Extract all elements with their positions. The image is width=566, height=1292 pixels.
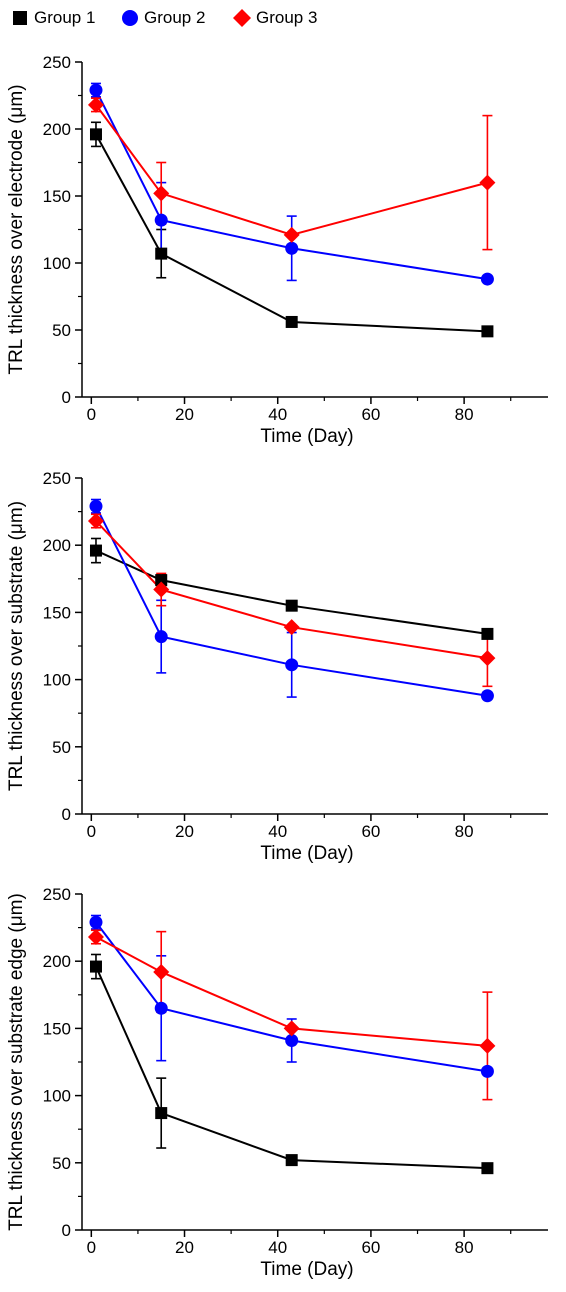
x-axis-label: Time (Day): [260, 426, 353, 447]
y-tick-label: 100: [43, 254, 71, 273]
chart-panel-3: 0 50 100 150 200 250 0 20 40 60 80 Time (Day) TRL th…: [6, 885, 548, 1280]
diamond-marker-icon: [233, 9, 251, 27]
y-tick-label: 150: [43, 603, 71, 622]
chart-panel-1: 0 50 100 150 200 250 0 20 40 60 80 Time (Day) TRL th…: [6, 53, 548, 447]
data-point-diamond: [87, 513, 104, 530]
data-point-circle: [89, 915, 103, 929]
data-point-square: [89, 960, 102, 973]
y-tick-label: 0: [62, 805, 71, 824]
series-line: [95, 505, 488, 697]
y-tick-label: 0: [62, 388, 71, 407]
series-line: [95, 549, 488, 635]
data-point-diamond: [87, 96, 104, 113]
data-point-diamond: [479, 174, 496, 191]
x-axis-label: Time (Day): [260, 843, 353, 864]
data-point-square: [481, 627, 494, 640]
y-tick-label: 250: [43, 469, 71, 488]
data-point-circle: [285, 241, 299, 255]
data-point-circle: [154, 630, 168, 644]
data-point-square: [155, 1107, 168, 1120]
x-tick-label: 40: [268, 405, 287, 424]
data-point-square: [155, 247, 168, 260]
data-point-diamond: [283, 1020, 300, 1037]
y-axis-label: TRL thickness over electrode (μm): [6, 84, 27, 374]
data-point-square: [89, 128, 102, 141]
legend-label: Group 1: [34, 8, 96, 27]
y-tick-label: 50: [52, 321, 71, 340]
data-point-square: [481, 1162, 494, 1175]
y-axis-label: TRL thickness over substrate (μm): [6, 501, 27, 791]
x-tick-label: 40: [268, 822, 287, 841]
y-tick-label: 200: [43, 120, 71, 139]
y-tick-label: 200: [43, 952, 71, 971]
series-line: [95, 89, 488, 281]
series-line: [95, 936, 488, 1047]
data-point-circle: [89, 499, 103, 513]
x-tick-label: 20: [175, 405, 194, 424]
data-point-circle: [285, 658, 299, 672]
circle-marker-icon: [122, 10, 138, 26]
data-point-circle: [480, 689, 494, 703]
data-point-square: [285, 1154, 298, 1167]
x-tick-label: 80: [455, 1238, 474, 1257]
series-line: [95, 520, 488, 660]
legend-item-group-3: Group 3: [232, 6, 317, 30]
data-point-diamond: [153, 963, 170, 980]
data-point-diamond: [153, 185, 170, 202]
legend: Group 1 Group 2 Group 3: [0, 0, 566, 36]
square-marker-icon: [13, 11, 27, 25]
data-point-square: [89, 544, 102, 557]
data-point-diamond: [283, 619, 300, 636]
x-tick-label: 40: [268, 1238, 287, 1257]
data-point-circle: [89, 83, 103, 97]
y-tick-label: 250: [43, 885, 71, 904]
x-tick-label: 0: [87, 822, 96, 841]
data-point-circle: [154, 1001, 168, 1015]
y-tick-label: 50: [52, 1154, 71, 1173]
x-tick-label: 0: [87, 1238, 96, 1257]
y-axis-label: TRL thickness over substrate edge (μm): [6, 893, 27, 1231]
data-point-circle: [154, 213, 168, 227]
series-line: [95, 104, 488, 236]
x-axis-label: Time (Day): [260, 1259, 353, 1280]
data-point-diamond: [153, 581, 170, 598]
x-tick-label: 0: [87, 405, 96, 424]
data-point-square: [481, 325, 494, 338]
y-tick-label: 0: [62, 1221, 71, 1240]
x-tick-label: 20: [175, 822, 194, 841]
legend-item-group-1: Group 1: [10, 6, 95, 30]
series-line: [95, 133, 488, 333]
data-point-circle: [480, 272, 494, 286]
x-tick-label: 60: [361, 822, 380, 841]
data-point-square: [155, 574, 168, 587]
x-tick-label: 60: [361, 405, 380, 424]
x-tick-label: 80: [455, 405, 474, 424]
data-point-diamond: [87, 929, 104, 946]
legend-label: Group 3: [256, 8, 318, 27]
y-tick-label: 150: [43, 187, 71, 206]
data-point-diamond: [283, 226, 300, 243]
legend-item-group-2: Group 2: [120, 6, 205, 30]
x-tick-label: 20: [175, 1238, 194, 1257]
data-point-diamond: [479, 650, 496, 667]
data-point-square: [285, 599, 298, 612]
data-point-circle: [285, 1033, 299, 1047]
data-point-diamond: [479, 1037, 496, 1054]
y-tick-label: 250: [43, 53, 71, 72]
legend-label: Group 2: [144, 8, 206, 27]
x-tick-label: 80: [455, 822, 474, 841]
data-point-square: [285, 315, 298, 328]
y-tick-label: 100: [43, 1087, 71, 1106]
series-line: [95, 966, 488, 1170]
x-tick-label: 60: [361, 1238, 380, 1257]
y-tick-label: 100: [43, 671, 71, 690]
data-point-circle: [480, 1064, 494, 1078]
y-tick-label: 50: [52, 738, 71, 757]
chart-panel-2: 0 50 100 150 200 250 0 20 40 60 80 Time (Day) TRL th…: [6, 469, 548, 864]
series-line: [95, 921, 488, 1073]
y-tick-label: 200: [43, 536, 71, 555]
y-tick-label: 150: [43, 1019, 71, 1038]
